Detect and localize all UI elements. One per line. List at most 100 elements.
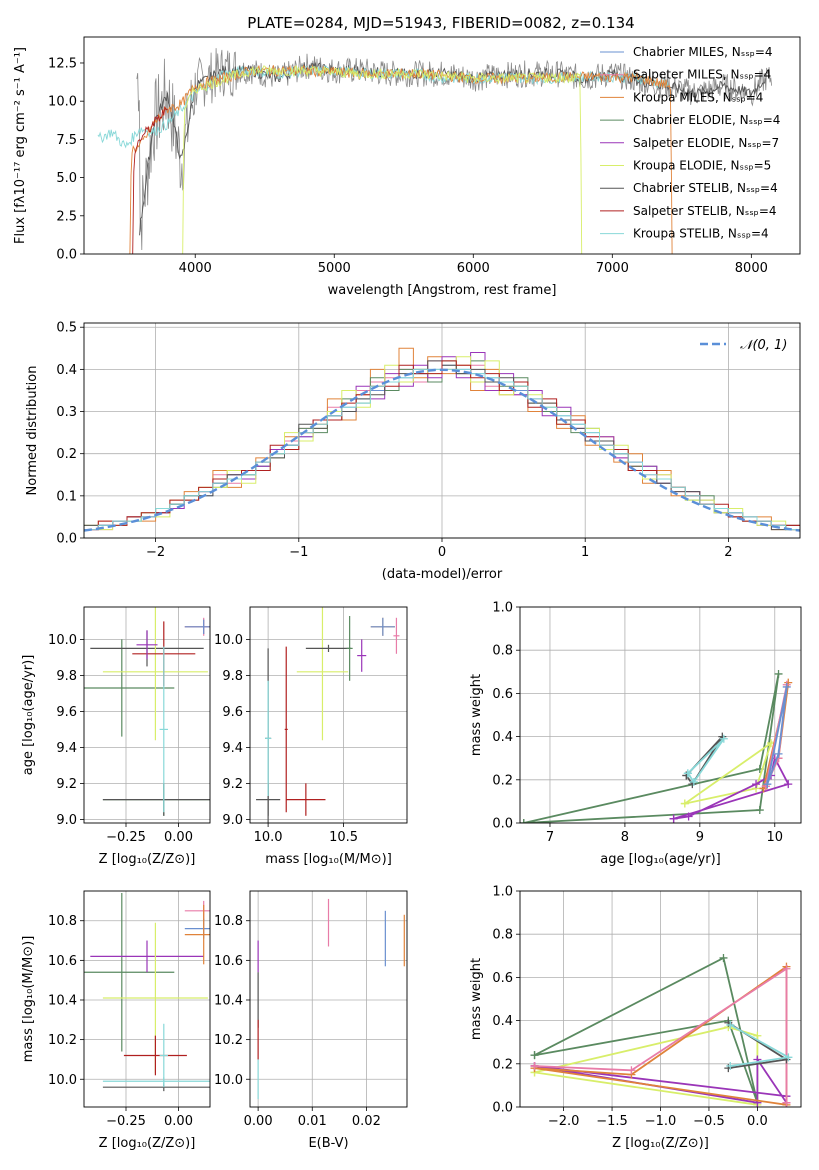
weight-marker	[774, 669, 783, 678]
y-tick-label: 10.6	[214, 954, 243, 969]
weight-marker	[669, 814, 678, 823]
errorbar-group	[84, 892, 210, 1092]
x-tick-label: 0.01	[298, 1114, 327, 1129]
x-axis-label: wavelength [Angstrom, rest frame]	[328, 283, 557, 298]
y-tick-label: 0.5	[56, 321, 77, 336]
weight-marker	[530, 1051, 539, 1060]
weight-marker	[726, 1061, 735, 1070]
x-tick-label: 10.0	[254, 830, 283, 845]
figure-title: PLATE=0284, MJD=51943, FIBERID=0082, z=0…	[247, 14, 634, 32]
x-axis-label: age [log₁₀(age/yr)]	[600, 852, 721, 867]
errorbar-group	[256, 607, 400, 823]
weight-marker	[752, 780, 761, 789]
y-tick-label: 10.0	[48, 1073, 77, 1088]
weight-marker	[719, 734, 728, 743]
y-tick-label: 10.0	[214, 1073, 243, 1088]
spectrum-model-line	[182, 65, 583, 254]
y-axis-label: mass [log₁₀(M/M⊙)]	[21, 936, 36, 1063]
y-tick-label: 10.6	[48, 954, 77, 969]
errorbar-group	[84, 607, 210, 816]
weight-marker	[782, 682, 791, 691]
x-axis-label: Z [log₁₀(Z/Z⊙)]	[99, 1136, 196, 1151]
y-tick-label: 9.0	[56, 813, 77, 828]
legend-entry: Kroupa ELODIE, Nₛₛₚ=5	[633, 159, 771, 173]
weight-line	[687, 738, 725, 784]
x-tick-label: −2	[146, 545, 165, 560]
x-tick-label: 0.02	[352, 1114, 381, 1129]
x-tick-label: 2	[724, 545, 732, 560]
gaussian-curve	[84, 368, 800, 532]
y-tick-label: 0.0	[492, 817, 513, 832]
weight-line	[534, 967, 788, 1103]
weight-marker	[753, 1031, 762, 1040]
y-tick-label: 0.2	[56, 447, 77, 462]
y-axis-label: Normed distribution	[25, 366, 40, 496]
weight-marker	[782, 964, 791, 973]
legend-entry: Kroupa MILES, Nₛₛₚ=4	[633, 90, 763, 104]
x-tick-label: −2.0	[548, 1114, 580, 1129]
y-axis-label: mass weight	[469, 958, 484, 1040]
x-tick-label: −0.5	[693, 1114, 725, 1129]
axes-frame-weight_vs_Z	[519, 890, 802, 1108]
x-tick-label: 4000	[179, 261, 212, 276]
x-tick-label: 7000	[596, 261, 629, 276]
x-axis-label: Z [log₁₀(Z/Z⊙)]	[99, 852, 196, 867]
x-tick-label: −0.25	[106, 830, 146, 845]
y-tick-label: 0.2	[492, 773, 513, 788]
y-tick-label: 0.8	[492, 644, 513, 659]
y-tick-label: 9.2	[222, 777, 243, 792]
legend-entry: Chabrier ELODIE, Nₛₛₚ=4	[633, 113, 780, 127]
legend-entry: Chabrier MILES, Nₛₛₚ=4	[633, 45, 773, 59]
x-tick-label: 8000	[735, 261, 768, 276]
x-tick-label: −0.25	[106, 1114, 146, 1129]
panel-weight_vs_age: 7 8 9 10 0.0 0.2 0.4 0.6 0.8 1.0	[492, 601, 801, 845]
weight-line	[534, 1056, 788, 1106]
weight-marker	[520, 819, 528, 823]
x-tick-label: 1	[581, 545, 589, 560]
weight-marker	[784, 780, 793, 789]
x-tick-label: 0.00	[244, 1114, 273, 1129]
y-tick-label: 10.8	[214, 914, 243, 929]
y-tick-label: 10.0	[48, 633, 77, 648]
x-tick-label: 6000	[457, 261, 490, 276]
panel-spectrum: 4000 5000 6000 7000 8000 0.0 2.5 5.0 7.5 10.0 12.5	[48, 56, 768, 276]
axes-frame-weight_vs_age	[519, 606, 802, 824]
panel-mass_vs_ebv: 0.00 0.01 0.02 10.0 10.2 10.4 10.6 10.8	[214, 891, 407, 1129]
y-axis-label: mass weight	[469, 674, 484, 756]
legend-entry: 𝒩(0, 1)	[740, 338, 787, 353]
weight-marker	[627, 1066, 636, 1075]
weight-marker	[774, 749, 783, 758]
panel-age_vs_mass: 10.0 10.5 9.0 9.2 9.4 9.6 9.8 10.0	[214, 607, 407, 845]
y-tick-label: 0.6	[492, 971, 513, 986]
axes-frame-spectrum	[83, 36, 801, 255]
y-tick-label: 10.2	[214, 1033, 243, 1048]
spectrum-model-line	[129, 64, 673, 254]
weight-marker	[726, 1020, 735, 1029]
axes-frame-mass_vs_ebv	[249, 890, 408, 1108]
x-tick-label: 0.00	[164, 830, 193, 845]
y-tick-label: 0.0	[56, 532, 77, 547]
y-tick-label: 9.6	[56, 705, 77, 720]
y-tick-label: 10.0	[48, 95, 77, 110]
legend-entry: Salpeter ELODIE, Nₛₛₚ=7	[633, 136, 779, 150]
y-tick-label: 0.3	[56, 405, 77, 420]
x-tick-label: 7	[546, 830, 554, 845]
y-tick-label: 10.2	[48, 1033, 77, 1048]
weight-marker	[680, 799, 689, 808]
y-tick-label: 12.5	[48, 56, 77, 71]
plot-layer: 4000 5000 6000 7000 80000.02.55.07.510.012.5…	[13, 36, 802, 1151]
spectrum-legend: Chabrier MILES, Nₛₛₚ=4 Salpeter MILES, Nₛ…	[600, 45, 780, 241]
weight-marker	[755, 806, 764, 815]
weight-lines	[520, 669, 793, 823]
x-tick-label: 9	[696, 830, 704, 845]
x-axis-label: (data-model)/error	[382, 567, 503, 582]
x-tick-label: −1	[289, 545, 308, 560]
x-tick-label: −1.5	[596, 1114, 628, 1129]
y-axis-label: age [log₁₀(age/yr)]	[21, 655, 36, 776]
y-tick-label: 0.8	[492, 928, 513, 943]
weight-line	[685, 735, 724, 786]
y-tick-label: 0.0	[492, 1101, 513, 1116]
weight-line	[766, 686, 788, 785]
y-tick-label: 0.4	[492, 730, 513, 745]
errorbar-group	[257, 898, 405, 1100]
